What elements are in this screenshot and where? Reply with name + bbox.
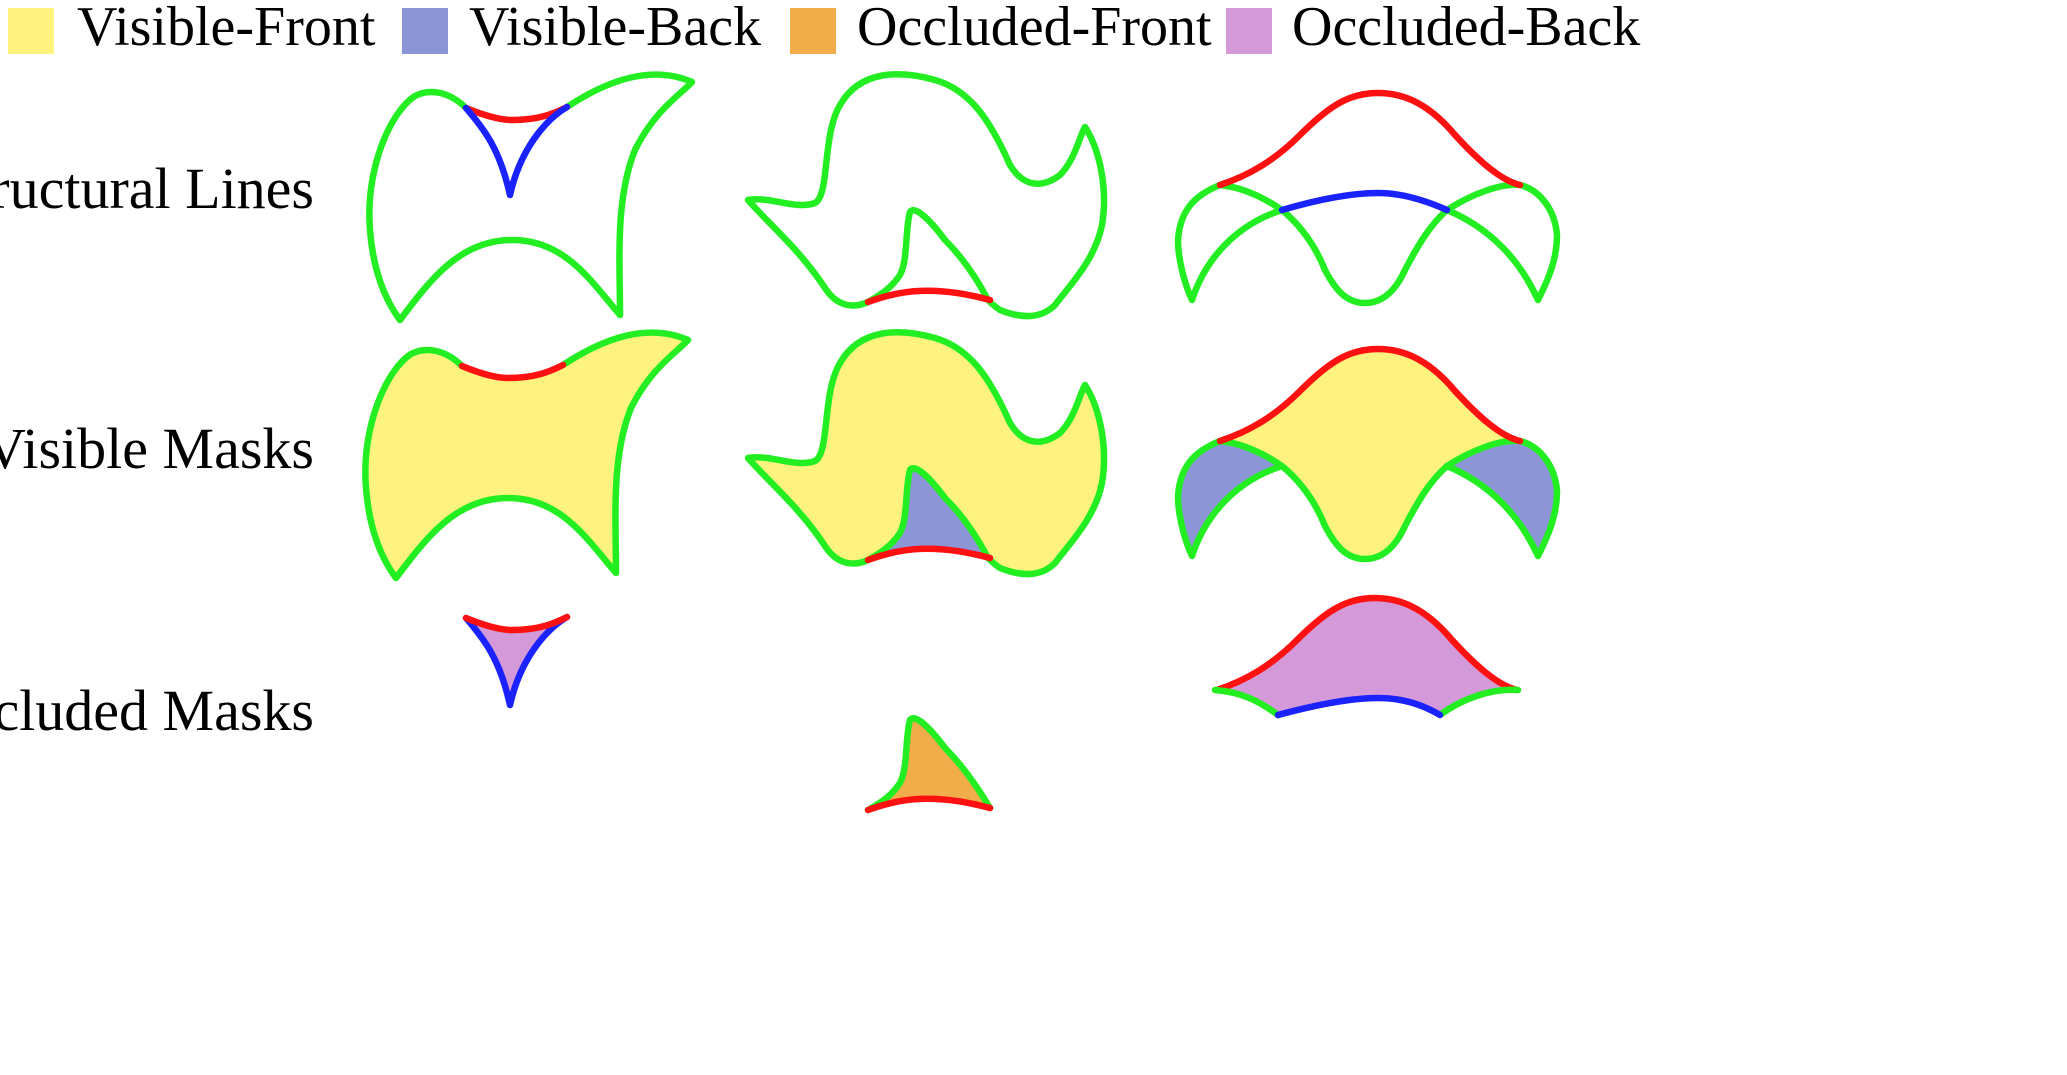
occluded-mask-shape-1 <box>466 617 567 705</box>
occluded-mask-shape-2 <box>864 715 994 814</box>
structural-shape-2 <box>748 74 1104 316</box>
visible-mask-shape-3 <box>1178 349 1557 559</box>
legend-label-occluded-front: Occluded-Front <box>857 0 1212 58</box>
legend-label-visible-front: Visible-Front <box>77 0 376 58</box>
legend: Visible-Front Visible-Back Occluded-Fron… <box>8 0 1640 58</box>
row-label-occluded-masks: Occluded Masks <box>0 678 314 743</box>
row-label-structural-lines: Structural Lines <box>0 156 314 221</box>
visible-mask-shape-2 <box>748 332 1104 574</box>
row-label-visible-masks: Visible Masks <box>0 416 314 481</box>
legend-swatch-visible-back <box>402 8 448 54</box>
visible-mask-shape-1 <box>365 332 688 578</box>
legend-label-occluded-back: Occluded-Back <box>1292 0 1640 58</box>
legend-swatch-occluded-front <box>790 8 836 54</box>
legend-swatch-visible-front <box>8 8 54 54</box>
structural-shape-3 <box>1178 93 1557 303</box>
legend-label-visible-back: Visible-Back <box>469 0 761 58</box>
legend-swatch-occluded-back <box>1226 8 1272 54</box>
occluded-mask-shape-3 <box>1211 598 1522 719</box>
structural-shape-1 <box>369 74 692 320</box>
